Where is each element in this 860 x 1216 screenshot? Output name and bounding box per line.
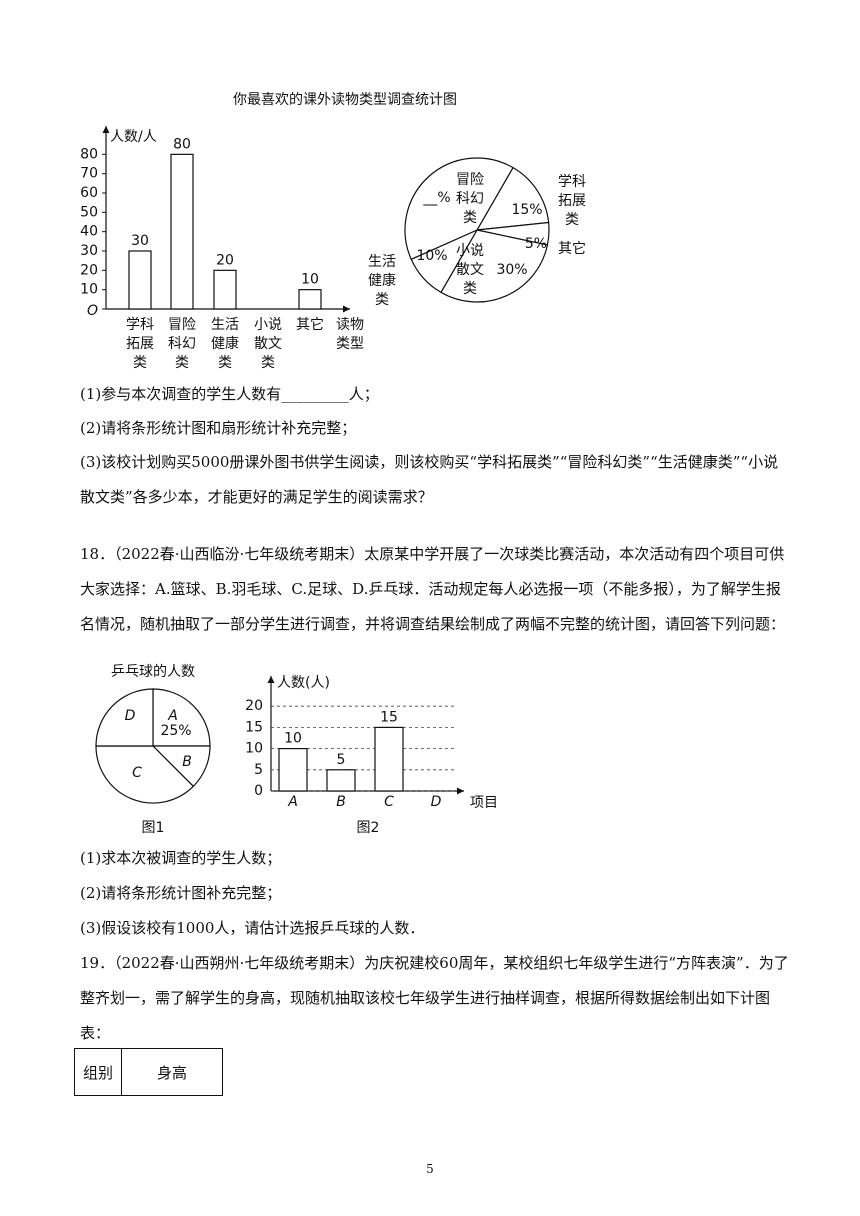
value-label: 30% (496, 262, 527, 278)
category-label: D (125, 708, 136, 724)
bar (128, 250, 152, 310)
category-label: 其它 (558, 240, 586, 257)
value-label: 15% (511, 202, 542, 218)
value-label: 10 (284, 731, 302, 747)
pie-slice (152, 688, 211, 747)
x-tick-label: 学科拓展类 (126, 317, 154, 371)
y-tick-label: 15 (245, 719, 263, 735)
x-tick-label: B (336, 794, 346, 810)
value-label: 10% (416, 248, 447, 264)
y-tick-label: O (87, 303, 98, 319)
value-label: __% (422, 190, 450, 206)
x-axis-label: 项目 (470, 795, 498, 811)
pie-slice (440, 229, 549, 303)
caption: 图2 (357, 820, 380, 836)
y-tick-label: 60 (80, 185, 98, 201)
category-label: 学科拓展类 (558, 174, 586, 228)
y-tick-label: 80 (80, 146, 98, 162)
y-tick-label: 20 (245, 698, 263, 714)
table: 组别 身高 (74, 1048, 223, 1096)
y-tick-label: 10 (245, 741, 263, 757)
bar (374, 726, 404, 792)
x-axis-label: 读物类型 (336, 316, 364, 352)
value-label: 15 (380, 709, 398, 725)
value-label: 25% (160, 723, 191, 739)
pie-slice (475, 166, 550, 231)
chart-title: 乒乓球的人数 (111, 664, 195, 680)
y-tick-label: 50 (80, 204, 98, 220)
y-tick-label: 0 (254, 783, 263, 799)
chart-title: 你最喜欢的课外读物类型调查统计图 (233, 91, 457, 108)
y-tick-label: 70 (80, 166, 98, 182)
value-label: 5 (337, 752, 346, 768)
pie-slice (95, 745, 195, 804)
y-axis-label: 人数(人) (277, 675, 330, 691)
page-number: 5 (426, 1162, 434, 1176)
category-label: C (132, 765, 142, 781)
question: (2)请将条形统计图补充完整； (80, 884, 282, 902)
x-tick-label: 冒险科幻类 (168, 317, 196, 371)
y-tick-label: 10 (80, 282, 98, 298)
value-label: 10 (301, 272, 319, 288)
question: (1)求本次被调查的学生人数； (80, 849, 282, 867)
question: 19．（2022春·山西朔州·七年级统考期末）为庆祝建校60周年，某校组织七年级… (80, 954, 789, 1042)
category-label: B (182, 754, 192, 770)
arrow (102, 126, 110, 133)
arrow (267, 676, 275, 683)
value-label: 20 (216, 252, 234, 268)
x-tick-label: A (287, 794, 298, 810)
x-tick-label: 生活健康类 (211, 317, 239, 371)
pie-slice (95, 688, 154, 747)
bar (326, 769, 356, 792)
bar (298, 289, 322, 310)
y-tick-label: 20 (80, 262, 98, 278)
arrow (343, 305, 350, 313)
x-tick-label: 小说散文类 (254, 317, 282, 371)
question: (3)假设该校有1000人，请估计选报乒乓球的人数． (80, 919, 425, 937)
y-tick-label: 30 (80, 243, 98, 259)
category-label: 小说散文类 (456, 243, 484, 297)
category-label: 生活健康类 (368, 254, 396, 308)
question: 18．（2022春·山西临汾·七年级统考期末）太原某中学开展了一次球类比赛活动，… (80, 545, 786, 633)
y-tick-label: 40 (80, 224, 98, 240)
value-label: 30 (131, 233, 149, 249)
caption: 图1 (142, 820, 165, 836)
pie-slice (404, 157, 514, 261)
x-tick-label: D (431, 794, 442, 810)
x-tick-label: 其它 (296, 316, 324, 333)
bar (170, 153, 194, 310)
value-label: 80 (173, 136, 191, 152)
bar (278, 747, 308, 792)
y-tick-label: 5 (254, 762, 263, 778)
category-label: A (167, 708, 178, 724)
question: (3)该校计划购买5000册课外图书供学生阅读，则该校购买“学科拓展类”“冒险科… (80, 453, 779, 506)
question: (2)请将条形统计图和扇形统计补充完整； (80, 419, 357, 437)
table-header: 组别 (74, 1048, 122, 1096)
question: (1)参与本次调查的学生人数有_________人； (80, 385, 379, 403)
bar (213, 269, 237, 310)
x-tick-label: C (384, 794, 394, 810)
y-axis-label: 人数/人 (110, 129, 157, 145)
category-label: 冒险科幻类 (456, 172, 484, 226)
table-header: 身高 (121, 1048, 223, 1096)
arrow (457, 787, 464, 795)
value-label: 5% (525, 236, 547, 252)
